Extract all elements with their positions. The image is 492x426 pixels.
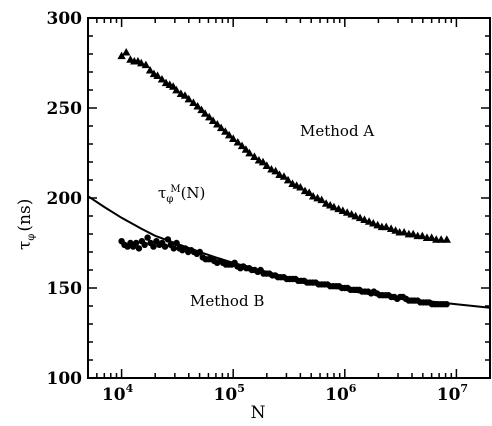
triangle-point: [427, 233, 436, 241]
y-tick-label: 250: [47, 99, 83, 119]
y-tick-label: 100: [47, 369, 83, 389]
triangle-point: [418, 231, 427, 240]
curve-label: τφM(N): [158, 184, 205, 205]
x-axis-ticks: 104 105 106 107: [87, 18, 491, 405]
triangle-point: [342, 208, 352, 216]
x-tick-base: 10: [214, 385, 238, 405]
triangle-point: [305, 188, 314, 196]
series-line: [87, 195, 491, 309]
triangle-point: [208, 116, 218, 124]
x-tick-exponent: 5: [237, 382, 245, 395]
x-tick-exponent: 7: [460, 382, 468, 395]
x-tick-base: 10: [102, 385, 126, 405]
series-triangle: [117, 48, 451, 243]
triangle-point: [197, 105, 206, 114]
triangle-point: [141, 60, 151, 69]
x-tick-label: 106: [325, 382, 357, 405]
x-tick-label: 104: [102, 382, 134, 405]
triangle-point: [233, 138, 243, 146]
triangle-point: [317, 195, 326, 204]
triangle-point: [180, 91, 190, 99]
triangle-point: [296, 183, 305, 191]
circle-point: [161, 243, 169, 250]
triangle-point: [216, 123, 226, 132]
series-layer: [87, 48, 491, 309]
triangle-point: [122, 48, 131, 56]
triangle-point: [250, 152, 259, 160]
triangle-point: [258, 157, 268, 166]
triangle-point: [237, 141, 247, 150]
curve-label-argument: (N): [181, 184, 206, 202]
triangle-point: [205, 112, 214, 121]
y-tick-label: 150: [47, 279, 83, 299]
triangle-point: [153, 71, 162, 79]
circle-point: [135, 245, 143, 252]
triangle-point: [279, 172, 289, 180]
triangle-point: [241, 145, 251, 153]
triangle-point: [200, 109, 210, 117]
triangle-point: [369, 219, 378, 227]
triangle-point: [189, 98, 198, 106]
series-circle: [118, 234, 450, 308]
curve-label-superscript: M: [170, 184, 180, 195]
triangle-point: [228, 134, 238, 142]
triangle-point: [408, 229, 418, 238]
triangle-point: [436, 235, 446, 243]
triangle-point: [145, 66, 155, 74]
triangle-point: [117, 51, 126, 60]
triangle-point: [221, 127, 230, 135]
triangle-point: [442, 235, 451, 243]
triangle-point: [172, 85, 181, 94]
x-tick-base: 10: [437, 385, 461, 405]
triangle-point: [329, 202, 339, 211]
curve-label-symbol: τ: [158, 184, 166, 202]
x-tick-exponent: 4: [126, 382, 134, 395]
x-tick-label: 107: [437, 382, 468, 405]
triangle-point: [184, 94, 193, 103]
triangle-point: [360, 215, 369, 223]
triangle-point: [224, 130, 234, 139]
triangle-point: [245, 148, 254, 157]
triangle-point: [193, 102, 202, 110]
triangle-point: [213, 120, 222, 128]
y-tick-label: 200: [47, 189, 83, 209]
triangle-point: [351, 211, 360, 220]
triangle-point: [262, 161, 271, 169]
x-axis-title: N: [251, 403, 266, 423]
triangle-point: [308, 192, 318, 200]
y-axis-symbol: τ: [15, 241, 35, 250]
circle-point: [141, 241, 148, 248]
x-tick-exponent: 6: [349, 382, 357, 395]
y-axis-subscript: φ: [26, 234, 37, 241]
triangle-point: [137, 58, 146, 67]
triangle-point: [283, 175, 293, 184]
y-axis-unit: (ns): [15, 199, 35, 232]
circle-point: [150, 243, 157, 250]
y-tick-label: 300: [47, 9, 83, 29]
method-a-label: Method A: [300, 122, 374, 140]
x-tick-label: 105: [214, 382, 245, 405]
triangle-point: [338, 206, 348, 214]
y-axis-ticks: 100 150 200 250 300: [47, 9, 490, 389]
triangle-point: [399, 228, 409, 236]
triangle-point: [386, 224, 396, 232]
method-b-label: Method B: [190, 292, 264, 310]
triangle-point: [275, 170, 284, 178]
curve-label-subscript: φ: [166, 194, 173, 205]
triangle-point: [271, 166, 280, 175]
circle-point: [132, 239, 140, 247]
triangle-point: [382, 222, 391, 231]
circle-point: [170, 245, 177, 252]
triangle-point: [157, 75, 167, 83]
circle-point: [144, 234, 151, 241]
y-axis-title: τφ (ns): [15, 199, 37, 250]
triangle-point: [355, 213, 365, 222]
model-curve: [87, 195, 491, 309]
x-tick-base: 10: [325, 385, 349, 405]
